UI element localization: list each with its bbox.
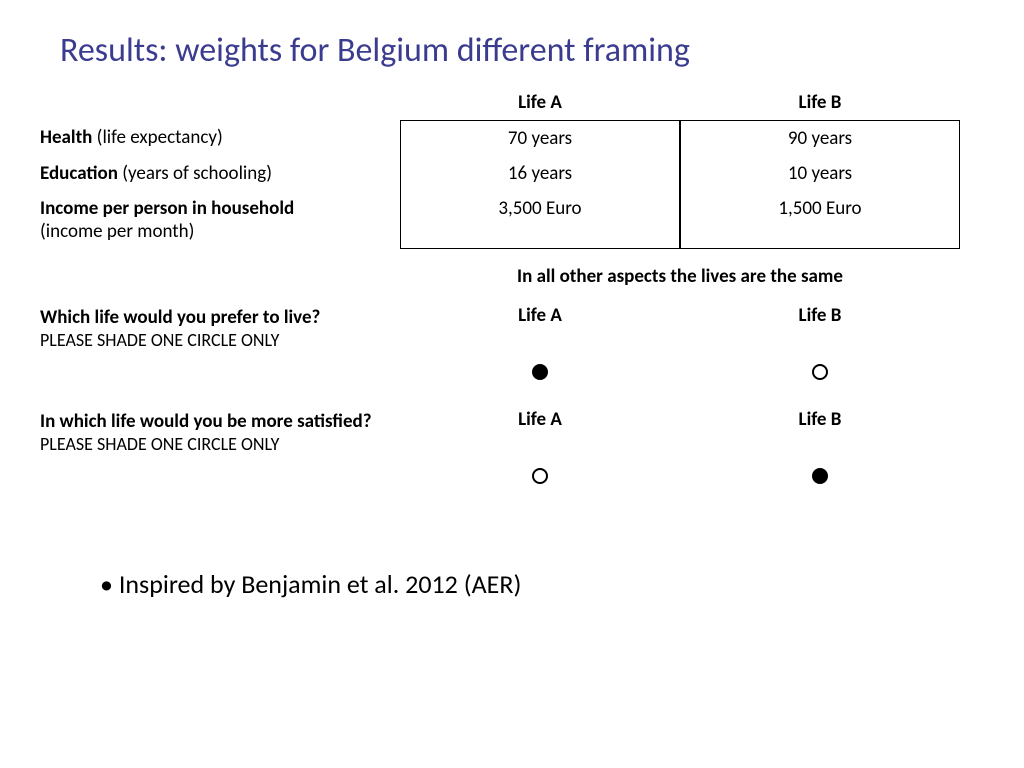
row-health-label: Health (life expectancy)	[40, 120, 400, 156]
question-prefer: Which life would you prefer to live? PLE…	[40, 300, 400, 357]
question-satisfied-sub: PLEASE SHADE ONE CIRCLE ONLY	[40, 433, 400, 455]
row-education-bold: Education	[40, 162, 118, 185]
q1-option-a-label: Life A	[400, 300, 680, 357]
row-income-bold: Income per person in household	[40, 197, 294, 220]
row-education-label: Education (years of schooling)	[40, 156, 400, 191]
q2-option-a-label: Life A	[400, 404, 680, 461]
radio-empty-icon	[532, 468, 548, 484]
cell-health-b: 90 years	[680, 120, 960, 156]
radio-filled-icon	[532, 364, 548, 380]
row-health-paren: (life expectancy)	[92, 126, 222, 149]
same-aspects-note: In all other aspects the lives are the s…	[400, 249, 960, 300]
question-prefer-text: Which life would you prefer to live?	[40, 306, 400, 329]
row-income-label: Income per person in household (income p…	[40, 191, 400, 249]
cell-education-a: 16 years	[400, 156, 680, 191]
header-life-b: Life B	[680, 91, 960, 120]
q2-radio-a[interactable]	[400, 461, 680, 508]
radio-filled-icon	[812, 468, 828, 484]
citation-bullet: Inspired by Benjamin et al. 2012 (AER)	[100, 568, 984, 600]
q2-option-b-label: Life B	[680, 404, 960, 461]
header-life-a: Life A	[400, 91, 680, 120]
question-satisfied-text: In which life would you be more satisfie…	[40, 410, 400, 433]
row-education-paren: (years of schooling)	[118, 162, 272, 185]
question-satisfied: In which life would you be more satisfie…	[40, 404, 400, 461]
cell-health-a: 70 years	[400, 120, 680, 156]
question-prefer-sub: PLEASE SHADE ONE CIRCLE ONLY	[40, 329, 400, 351]
row-health-bold: Health	[40, 126, 92, 149]
comparison-table: Life A Life B Health (life expectancy) 7…	[40, 91, 984, 508]
slide-title: Results: weights for Belgium different f…	[60, 30, 984, 71]
q1-radio-a[interactable]	[400, 357, 680, 404]
radio-empty-icon	[812, 364, 828, 380]
row-income-paren: (income per month)	[40, 220, 194, 243]
cell-income-a: 3,500 Euro	[400, 191, 680, 249]
q2-radio-b[interactable]	[680, 461, 960, 508]
q1-radio-b[interactable]	[680, 357, 960, 404]
q1-option-b-label: Life B	[680, 300, 960, 357]
cell-education-b: 10 years	[680, 156, 960, 191]
cell-income-b: 1,500 Euro	[680, 191, 960, 249]
